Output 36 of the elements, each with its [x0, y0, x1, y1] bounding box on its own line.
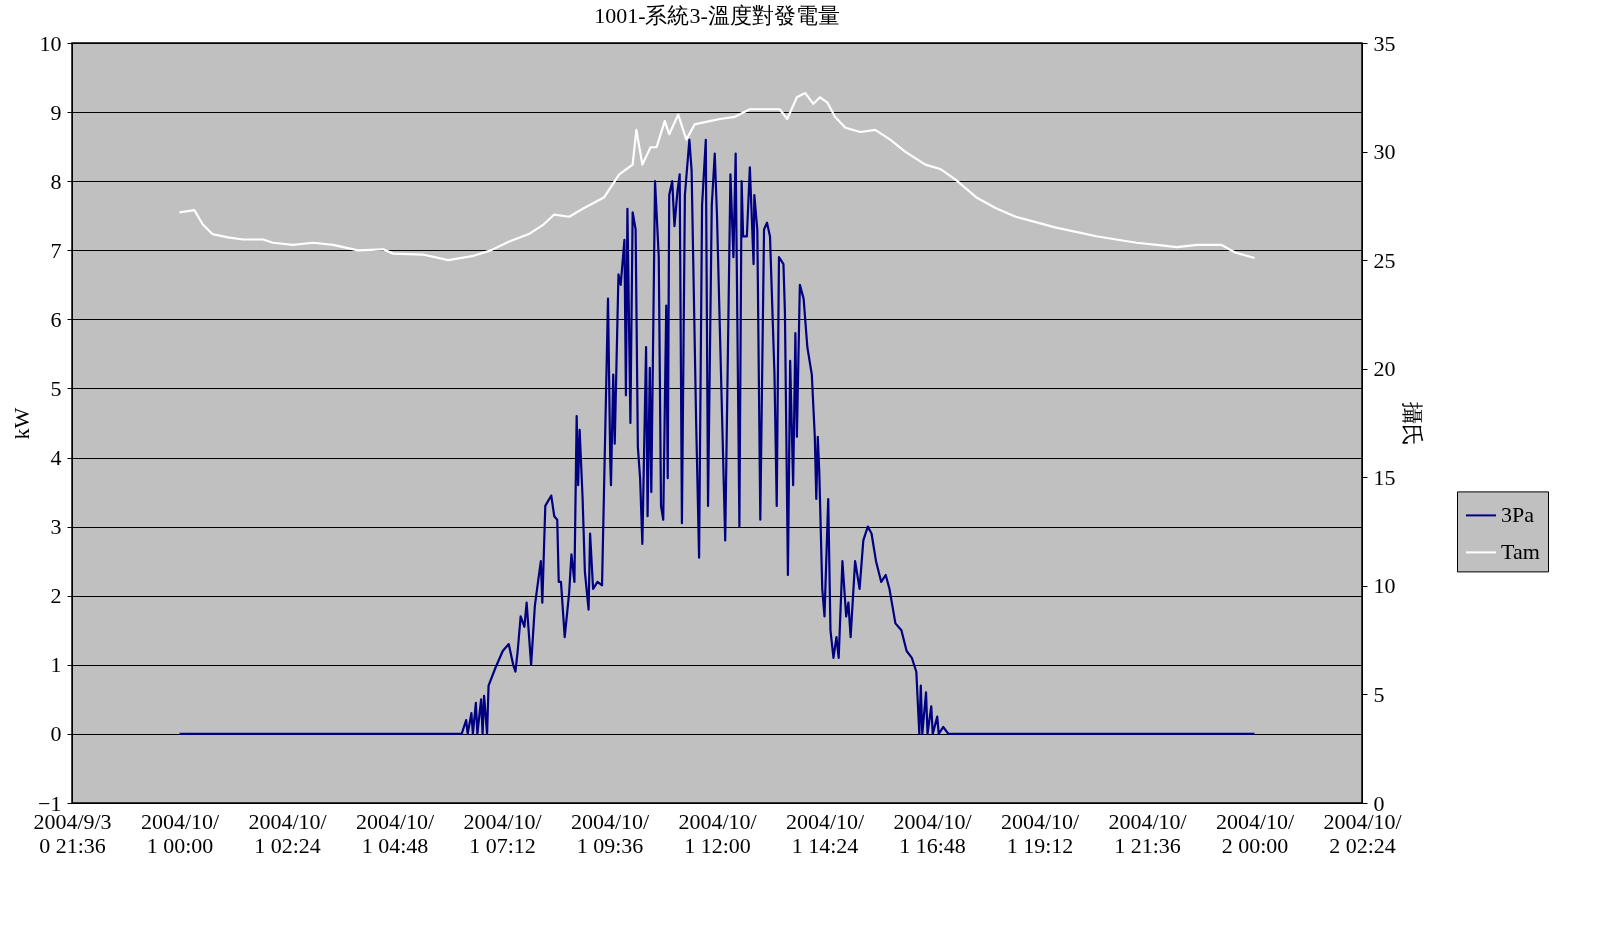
legend-label: 3Pa [1501, 502, 1535, 528]
y-tick-label: 6 [50, 306, 62, 332]
y-tick-label: 5 [50, 375, 62, 401]
legend-label: Tam [1501, 539, 1540, 565]
y2-axis-title: 攝氏 [1399, 401, 1425, 446]
y-tick-label: 9 [50, 99, 62, 125]
y2-tick-label: 30 [1373, 139, 1396, 165]
x-tick-label: 2004/10/1 07:12 [463, 808, 543, 858]
x-tick-label: 2004/10/1 14:24 [785, 808, 865, 858]
x-tick-label: 2004/10/1 02:24 [248, 808, 328, 858]
chart-title: 1001-系統3-溫度對發電量 [594, 3, 840, 28]
x-tick-label: 2004/10/1 00:00 [140, 808, 220, 858]
line-series [178, 138, 1256, 736]
y-axis-title: kW [9, 407, 35, 440]
y2-tick-label: 5 [1373, 681, 1385, 707]
y-tick-label: 7 [50, 237, 62, 263]
y2-tick-label: 20 [1373, 356, 1396, 382]
x-tick-label: 2004/10/1 19:12 [1000, 808, 1080, 858]
x-tick-label: 2004/10/2 00:00 [1215, 808, 1295, 858]
x-tick-label: 2004/10/1 09:36 [570, 808, 650, 858]
y-tick-label: 3 [50, 514, 62, 540]
y-tick-label: 1 [50, 652, 62, 678]
x-tick-label: 2004/10/1 04:48 [355, 808, 435, 858]
x-tick-label: 2004/10/1 16:48 [893, 808, 973, 858]
y-tick-label: 10 [39, 30, 62, 56]
x-tick-label: 2004/10/1 21:36 [1108, 808, 1188, 858]
x-tick-label: 2004/10/1 12:00 [678, 808, 758, 858]
y-tick-label: 8 [50, 168, 62, 194]
y-tick-label: 4 [50, 445, 62, 471]
line-series [178, 91, 1256, 262]
y2-tick-label: 15 [1373, 464, 1396, 490]
y-tick-label: 0 [50, 721, 62, 747]
y-tick-label: 2 [50, 583, 62, 609]
y2-tick-label: 10 [1373, 573, 1396, 599]
y2-tick-label: 35 [1373, 30, 1396, 56]
y2-tick-label: 25 [1373, 247, 1396, 273]
